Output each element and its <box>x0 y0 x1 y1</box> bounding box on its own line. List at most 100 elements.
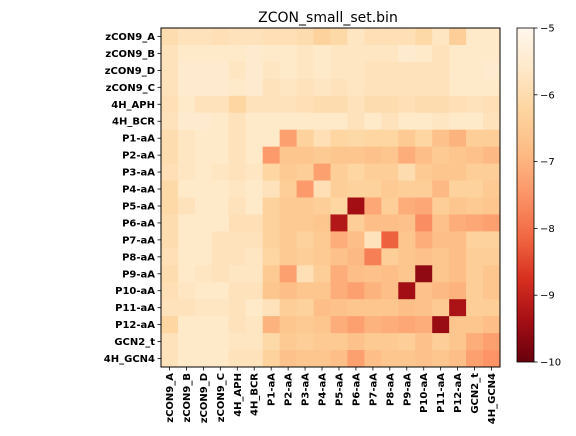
heatmap-cell <box>483 180 501 198</box>
heatmap-cell <box>381 28 399 46</box>
row-label: 4H_GCN4 <box>104 354 155 365</box>
heatmap-cell <box>483 78 501 97</box>
plot-frame <box>160 27 501 368</box>
heatmap-cell <box>364 214 382 232</box>
heatmap-cell <box>211 214 230 232</box>
heatmap-cell <box>211 28 230 46</box>
heatmap-cell <box>245 180 264 198</box>
heatmap-cell <box>466 333 484 351</box>
heatmap-cell <box>466 163 484 181</box>
heatmap-cell <box>194 265 213 283</box>
heatmap-cell <box>364 112 382 131</box>
chart-title: ZCON_small_set.bin <box>258 10 398 26</box>
heatmap-cell <box>161 61 179 80</box>
heatmap-cell <box>296 163 314 181</box>
col-label: 4H_GCN4 <box>487 373 498 424</box>
heatmap-cell <box>161 129 179 148</box>
heatmap-cell <box>483 44 501 63</box>
heatmap-cell <box>483 197 501 215</box>
heatmap-cell <box>262 350 281 368</box>
heatmap-cell <box>415 231 433 249</box>
heatmap-cell <box>449 95 467 114</box>
heatmap-cell <box>262 146 281 164</box>
heatmap-cell <box>313 333 331 351</box>
heatmap-cell <box>161 231 179 249</box>
heatmap-cell <box>262 61 281 80</box>
heatmap-cell <box>228 265 247 283</box>
heatmap-cell <box>194 231 213 249</box>
heatmap-cell <box>466 95 484 114</box>
heatmap-cell <box>296 333 314 351</box>
heatmap-cell <box>398 197 416 215</box>
heatmap-cell <box>330 180 348 198</box>
heatmap-cell <box>432 333 450 351</box>
heatmap-cell <box>466 146 484 164</box>
heatmap-cell <box>347 146 365 164</box>
heatmap-cell <box>279 214 297 232</box>
heatmap-cell <box>211 231 230 249</box>
heatmap-cell <box>483 231 501 249</box>
colorbar-tick-label: −8 <box>540 224 555 235</box>
heatmap-cell <box>279 146 297 164</box>
heatmap-cell <box>432 28 450 46</box>
heatmap-cell <box>211 44 230 63</box>
heatmap-cell <box>211 316 230 334</box>
heatmap-cell <box>161 28 179 46</box>
heatmap-cell <box>279 299 297 317</box>
heatmap-cell <box>449 44 467 63</box>
row-label: zCON9_C <box>106 83 155 94</box>
heatmap-cell <box>398 61 416 80</box>
heatmap-cell <box>245 333 264 351</box>
heatmap-cell <box>228 282 247 300</box>
heatmap-cell <box>415 44 433 63</box>
heatmap-cells <box>161 28 501 368</box>
heatmap-cell <box>364 316 382 334</box>
heatmap-cell <box>228 112 247 131</box>
heatmap-cell <box>466 44 484 63</box>
heatmap-cell <box>330 44 348 63</box>
heatmap-cell <box>296 44 314 63</box>
heatmap-cell <box>313 231 331 249</box>
heatmap-cell <box>347 197 365 215</box>
heatmap-cell <box>194 214 213 232</box>
heatmap-cell <box>194 299 213 317</box>
heatmap-cell <box>449 61 467 80</box>
heatmap-cell <box>177 78 196 97</box>
heatmap-cell <box>449 197 467 215</box>
heatmap-cell <box>415 214 433 232</box>
heatmap-cell <box>177 282 196 300</box>
heatmap-cell <box>161 180 179 198</box>
heatmap-cell <box>432 129 450 148</box>
heatmap-cell <box>279 180 297 198</box>
heatmap-cell <box>330 350 348 368</box>
heatmap-cell <box>194 350 213 368</box>
heatmap-cell <box>177 28 196 46</box>
heatmap-cell <box>347 265 365 283</box>
heatmap-cell <box>483 112 501 131</box>
heatmap-cell <box>381 180 399 198</box>
heatmap-cell <box>211 350 230 368</box>
heatmap-cell <box>161 333 179 351</box>
heatmap-cell <box>330 214 348 232</box>
heatmap-cell <box>398 333 416 351</box>
heatmap-cell <box>364 350 382 368</box>
colorbar-tick-label: −7 <box>540 157 555 168</box>
heatmap-cell <box>466 180 484 198</box>
heatmap-cell <box>313 44 331 63</box>
heatmap-cell <box>313 265 331 283</box>
heatmap-cell <box>347 95 365 114</box>
heatmap-cell <box>330 146 348 164</box>
heatmap-cell <box>313 112 331 131</box>
heatmap-cell <box>415 299 433 317</box>
heatmap-cell <box>313 78 331 97</box>
heatmap-cell <box>398 44 416 63</box>
heatmap-cell <box>245 350 264 368</box>
heatmap-cell <box>161 112 179 131</box>
heatmap-cell <box>194 28 213 46</box>
heatmap-cell <box>228 44 247 63</box>
heatmap-cell <box>194 316 213 334</box>
heatmap-cell <box>347 316 365 334</box>
heatmap-cell <box>415 316 433 334</box>
heatmap-cell <box>381 231 399 249</box>
